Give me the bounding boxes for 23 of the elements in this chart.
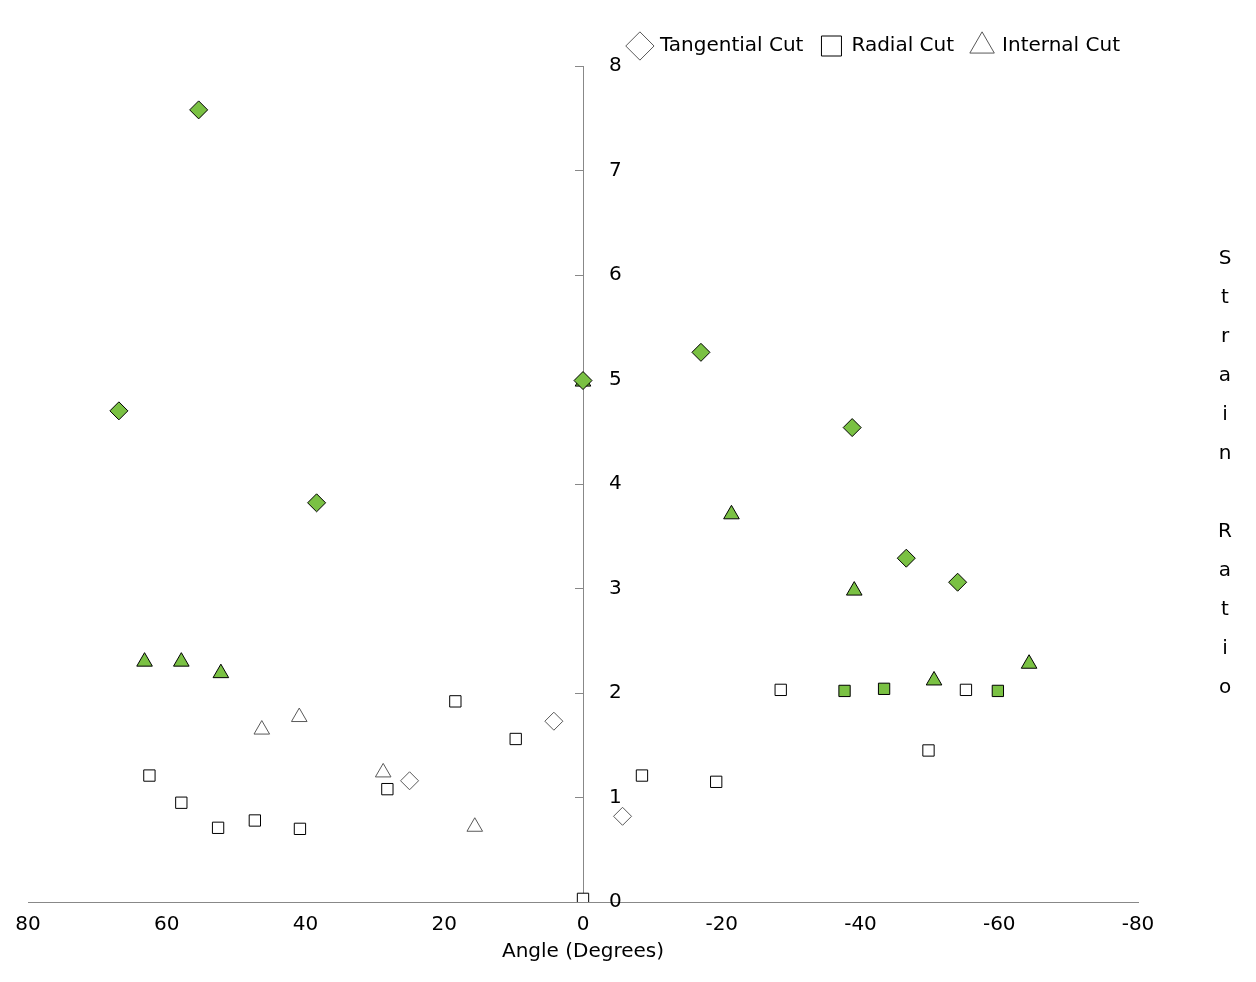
y-tick-label: 4: [609, 470, 622, 495]
y-tick-label: 3: [609, 574, 622, 599]
text: Strain Ratio: [1218, 245, 1232, 698]
y-tick-label: 1: [609, 783, 622, 808]
x-tick-label: -60: [982, 911, 1016, 936]
x-tick-label: -20: [705, 911, 739, 936]
x-axis-title: Angle (Degrees): [501, 938, 665, 963]
y-tick-label: 7: [609, 156, 622, 181]
x-tick-label: 80: [15, 911, 41, 936]
x-tick-label: 20: [431, 911, 457, 936]
x-tick-label: -40: [844, 911, 877, 936]
x-tick-label: -80: [1121, 911, 1155, 936]
y-tick-label: 0: [609, 888, 622, 913]
legend-label: Tangential Cut: [658, 32, 804, 57]
y-tick-label: 8: [609, 52, 622, 77]
x-tick-label: 60: [154, 911, 180, 936]
y-tick-label: 2: [609, 679, 622, 704]
y-tick-label: 6: [609, 261, 622, 286]
x-tick-label: 40: [292, 911, 319, 936]
y-tick-label: 5: [609, 365, 622, 390]
legend-label: Internal Cut: [1002, 32, 1121, 57]
legend-label: Radial Cut: [851, 32, 955, 57]
x-tick-label: 0: [576, 911, 590, 936]
